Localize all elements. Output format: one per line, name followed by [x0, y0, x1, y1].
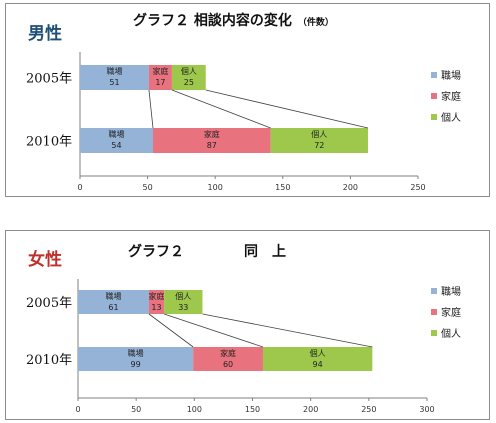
- segment-value-label: 13: [151, 303, 161, 312]
- bar-segment: [78, 290, 149, 314]
- male-chart-svg: 男性 グラフ２ 相談内容の変化 （件数） 0 50 100 150 200 250 2005年 20…: [26, 12, 461, 192]
- legend-swatch: [431, 288, 437, 294]
- series-connector-line: [148, 89, 154, 129]
- x-tick-label: 0: [75, 405, 80, 414]
- x-tick-label: 200: [343, 183, 358, 192]
- bar-segment: [193, 347, 263, 371]
- segment-value-label: 25: [184, 78, 194, 87]
- segment-value-label: 60: [223, 360, 233, 369]
- segment-series-label: 職場: [109, 129, 125, 139]
- bar-segment: [270, 128, 368, 153]
- segment-value-label: 72: [314, 141, 324, 150]
- series-connector-line: [171, 89, 271, 129]
- chart-title-note: 同 上: [244, 244, 286, 260]
- legend-label: 職場: [441, 285, 461, 298]
- legend-label: 家庭: [441, 306, 461, 319]
- x-tick-label: 200: [303, 405, 318, 414]
- x-tick-label: 50: [143, 183, 153, 192]
- gender-label: 女性: [28, 249, 62, 270]
- segment-series-label: 家庭: [152, 66, 168, 76]
- bar-segment: [153, 128, 271, 153]
- legend-swatch: [431, 309, 437, 315]
- segment-value-label: 17: [155, 78, 165, 87]
- legend-swatch: [431, 93, 437, 99]
- series-connector-line: [205, 89, 369, 129]
- x-tick-label: 250: [410, 183, 425, 192]
- category-label: 2010年: [26, 135, 72, 150]
- segment-series-label: 職場: [128, 348, 144, 358]
- legend-swatch: [431, 72, 437, 78]
- segment-series-label: 職場: [105, 291, 121, 301]
- bar-segment: [80, 128, 154, 153]
- female-chart-panel: 女性 グラフ２ 同 上 0 50 100 150 200 250 300 2005年 2010年 職場 6…: [5, 230, 490, 420]
- segment-value-label: 99: [130, 360, 140, 369]
- segment-series-label: 職場: [106, 66, 122, 76]
- bar-segment: [148, 290, 165, 314]
- category-label: 2010年: [26, 353, 72, 368]
- legend-label: 家庭: [441, 90, 461, 103]
- segment-series-label: 個人: [181, 66, 197, 76]
- legend-label: 個人: [441, 327, 461, 340]
- x-tick-label: 100: [187, 405, 202, 414]
- segment-series-label: 個人: [311, 129, 327, 139]
- segment-series-label: 個人: [310, 348, 326, 358]
- bar-segment: [80, 65, 149, 90]
- segment-value-label: 87: [207, 141, 217, 150]
- legend-swatch: [431, 114, 437, 120]
- category-label: 2005年: [26, 72, 72, 87]
- male-chart-panel: 男性 グラフ２ 相談内容の変化 （件数） 0 50 100 150 200 250 2005年 20…: [5, 3, 490, 197]
- female-chart-svg: 女性 グラフ２ 同 上 0 50 100 150 200 250 300 2005年 2010年 職場 6…: [26, 243, 461, 414]
- x-tick-label: 50: [131, 405, 141, 414]
- bar-segment: [171, 65, 206, 90]
- gender-label: 男性: [28, 23, 62, 44]
- segment-value-label: 51: [109, 78, 119, 87]
- chart-title: グラフ２: [128, 243, 184, 260]
- legend-swatch: [431, 330, 437, 336]
- segment-series-label: 家庭: [220, 348, 236, 358]
- series-connector-line: [163, 313, 264, 348]
- segment-value-label: 54: [111, 141, 121, 150]
- bar-segment: [148, 65, 172, 90]
- legend-label: 個人: [441, 111, 461, 124]
- category-label: 2005年: [26, 296, 72, 311]
- x-tick-label: 250: [361, 405, 376, 414]
- segment-value-label: 61: [108, 303, 118, 312]
- x-tick-label: 150: [275, 183, 290, 192]
- x-tick-label: 0: [77, 183, 82, 192]
- segment-series-label: 個人: [175, 291, 191, 301]
- x-tick-label: 150: [245, 405, 260, 414]
- segment-value-label: 94: [313, 360, 323, 369]
- chart-title: グラフ２ 相談内容の変化: [133, 12, 292, 29]
- bar-segment: [262, 347, 373, 371]
- bar-segment: [78, 347, 194, 371]
- chart-title-note: （件数）: [298, 16, 334, 28]
- x-tick-label: 300: [419, 405, 434, 414]
- series-connector-line: [148, 313, 194, 348]
- bar-segment: [164, 290, 203, 314]
- segment-value-label: 33: [178, 303, 188, 312]
- legend-label: 職場: [441, 69, 461, 82]
- segment-series-label: 家庭: [204, 129, 220, 139]
- series-connector-line: [202, 313, 373, 348]
- x-tick-label: 100: [208, 183, 223, 192]
- segment-series-label: 家庭: [149, 291, 165, 301]
